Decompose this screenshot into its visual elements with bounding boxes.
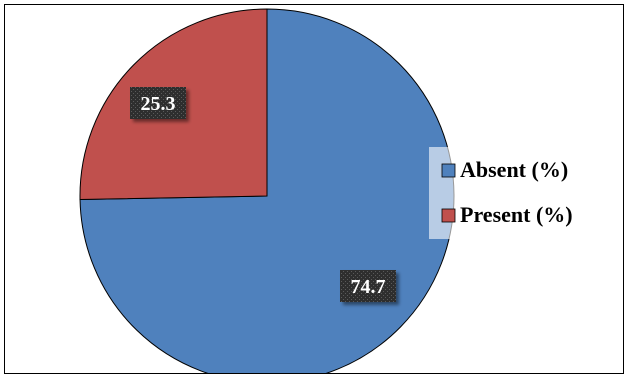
data-label-present: 25.3 bbox=[141, 93, 176, 115]
pie-data-labels: 74.7 25.3 bbox=[130, 87, 396, 302]
legend-label-absent: Absent (%) bbox=[460, 157, 568, 182]
pie-slices bbox=[79, 8, 455, 373]
legend-swatch-absent bbox=[441, 163, 456, 178]
pie-chart: 74.7 25.3 Absent (%) Present (%) bbox=[79, 8, 623, 373]
legend: Absent (%) Present (%) bbox=[429, 147, 623, 239]
legend-background bbox=[429, 147, 623, 239]
legend-swatch-present bbox=[441, 208, 456, 223]
data-label-absent: 74.7 bbox=[351, 276, 386, 298]
data-label-box-present bbox=[130, 87, 186, 119]
chart-frame: 74.7 25.3 Absent (%) Present (%) bbox=[4, 4, 624, 374]
legend-label-present: Present (%) bbox=[460, 202, 573, 227]
data-label-box-absent bbox=[340, 270, 396, 302]
